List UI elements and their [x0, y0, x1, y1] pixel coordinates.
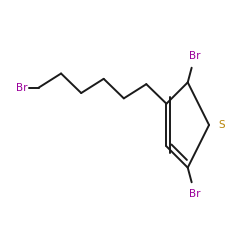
- Text: Br: Br: [189, 51, 200, 61]
- Text: S: S: [219, 120, 226, 130]
- Text: Br: Br: [16, 83, 28, 93]
- Text: Br: Br: [189, 189, 200, 199]
